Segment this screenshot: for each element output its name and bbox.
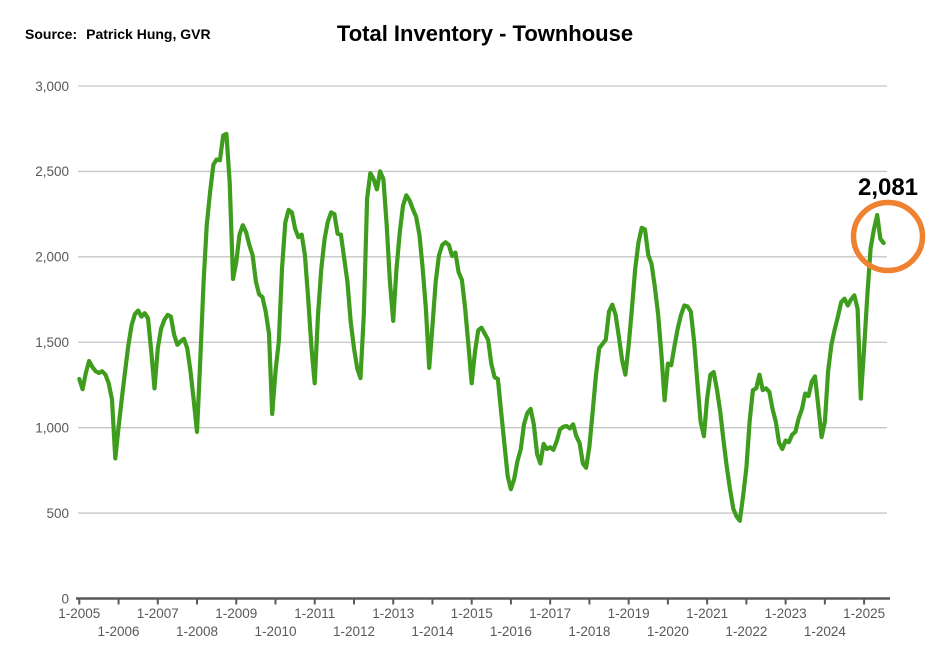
x-tick-label-1-2012: 1-2012 (333, 624, 375, 639)
x-tick-label-1-2018: 1-2018 (568, 624, 610, 639)
inventory-line (77, 131, 886, 523)
source-note: Source: Patrick Hung, GVR (25, 26, 211, 42)
x-tick-label-1-2013: 1-2013 (372, 606, 414, 621)
y-tick-label-1000: 1,000 (35, 420, 69, 435)
x-tick-label-1-2011: 1-2011 (294, 606, 335, 621)
x-tick-label-1-2023: 1-2023 (765, 606, 807, 621)
x-tick-label-1-2010: 1-2010 (254, 624, 296, 639)
y-tick-label-2500: 2,500 (35, 164, 69, 179)
x-tick-label-1-2006: 1-2006 (98, 624, 140, 639)
y-tick-label-2000: 2,000 (35, 250, 69, 265)
x-tick-label-1-2009: 1-2009 (215, 606, 257, 621)
highlight-circle (850, 199, 926, 274)
final-value-label: 2,081 (858, 174, 918, 201)
source-author: Patrick Hung, GVR (86, 26, 211, 42)
x-tick-label-1-2020: 1-2020 (647, 624, 689, 639)
x-tick-label-1-2017: 1-2017 (529, 606, 571, 621)
x-tick-label-1-2014: 1-2014 (411, 624, 454, 639)
x-tick-label-1-2007: 1-2007 (137, 606, 179, 621)
y-tick-label-3000: 3,000 (35, 79, 69, 94)
source-label: Source: (25, 26, 78, 42)
x-tick-label-1-2021: 1-2021 (686, 606, 728, 621)
x-tick-label-1-2008: 1-2008 (176, 624, 218, 639)
x-tick-label-1-2019: 1-2019 (608, 606, 650, 621)
x-tick-label-1-2025: 1-2025 (843, 606, 885, 621)
x-tick-label-1-2005: 1-2005 (58, 606, 100, 621)
x-tick-label-1-2015: 1-2015 (451, 606, 493, 621)
y-tick-label-500: 500 (46, 506, 69, 521)
page-title: Total Inventory - Townhouse (336, 21, 634, 46)
y-tick-label-1500: 1,500 (35, 335, 69, 350)
y-tick-label-0: 0 (61, 591, 69, 606)
x-tick-label-1-2016: 1-2016 (490, 624, 532, 639)
x-tick-label-1-2022: 1-2022 (725, 624, 767, 639)
x-tick-label-1-2024: 1-2024 (804, 624, 847, 639)
